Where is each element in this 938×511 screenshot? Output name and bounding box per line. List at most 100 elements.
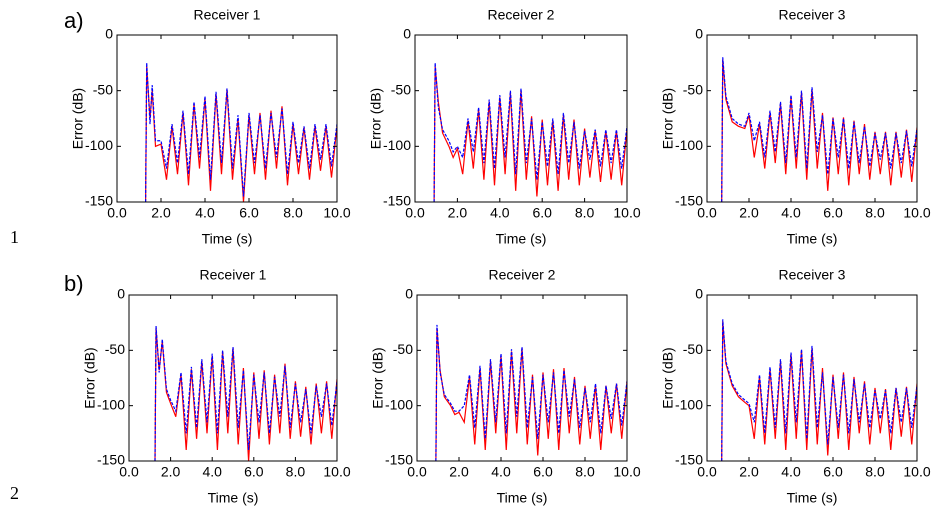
y-tick-label: -150 bbox=[385, 452, 413, 468]
axes-box bbox=[116, 34, 338, 203]
chart-title: Receiver 2 bbox=[488, 7, 555, 23]
x-tick-label: 6.0 bbox=[532, 205, 552, 221]
x-tick-label: 2.0 bbox=[449, 464, 469, 480]
chart-title: Receiver 3 bbox=[779, 267, 846, 283]
y-axis-label: Error (dB) bbox=[82, 347, 98, 408]
x-tick-label: 0.0 bbox=[107, 205, 127, 221]
x-tick-label: 8.0 bbox=[575, 205, 595, 221]
y-tick-label: -50 bbox=[391, 81, 411, 97]
x-tick-label: 0.0 bbox=[119, 464, 139, 480]
x-tick-label: 8.0 bbox=[865, 205, 885, 221]
x-axis-label: Time (s) bbox=[208, 490, 259, 506]
y-axis-label: Error (dB) bbox=[70, 88, 86, 149]
x-tick-label: 8.0 bbox=[865, 464, 885, 480]
x-tick-label: 2.0 bbox=[739, 464, 759, 480]
x-tick-label: 4.0 bbox=[195, 205, 215, 221]
series-line bbox=[154, 325, 337, 461]
chart-title: Receiver 2 bbox=[489, 267, 556, 283]
y-axis-label: Error (dB) bbox=[660, 347, 676, 408]
y-tick-label: -100 bbox=[675, 396, 703, 412]
y-tick-label: -100 bbox=[383, 137, 411, 153]
panel-label: b) bbox=[64, 271, 84, 296]
x-tick-label: 4.0 bbox=[781, 205, 801, 221]
line-number: 2 bbox=[10, 483, 19, 503]
x-axis-label: Time (s) bbox=[497, 490, 548, 506]
panel-label: a) bbox=[64, 8, 84, 33]
x-tick-label: 10.0 bbox=[323, 464, 350, 480]
y-tick-label: -150 bbox=[383, 193, 411, 209]
x-tick-label: 4.0 bbox=[781, 464, 801, 480]
y-axis-label: Error (dB) bbox=[368, 88, 384, 149]
plot-area bbox=[433, 62, 627, 202]
x-tick-label: 2.0 bbox=[151, 205, 171, 221]
x-tick-label: 10.0 bbox=[323, 205, 350, 221]
axes-box bbox=[414, 34, 628, 203]
y-tick-label: -100 bbox=[97, 396, 125, 412]
x-tick-label: 8.0 bbox=[575, 464, 595, 480]
x-tick-label: 6.0 bbox=[823, 464, 843, 480]
x-tick-label: 10.0 bbox=[903, 205, 930, 221]
x-axis-label: Time (s) bbox=[496, 231, 547, 247]
y-tick-label: 0 bbox=[695, 26, 703, 42]
y-tick-label: -50 bbox=[93, 81, 113, 97]
axes-box bbox=[706, 34, 918, 203]
x-tick-label: 4.0 bbox=[491, 464, 511, 480]
axes-box bbox=[128, 294, 338, 462]
y-tick-label: 0 bbox=[403, 26, 411, 42]
y-tick-label: -100 bbox=[675, 137, 703, 153]
y-tick-label: -150 bbox=[675, 193, 703, 209]
plot-area bbox=[154, 325, 337, 461]
axes-box bbox=[416, 294, 628, 462]
line-number: 1 bbox=[10, 227, 19, 247]
x-tick-label: 0.0 bbox=[697, 464, 717, 480]
x-tick-label: 4.0 bbox=[490, 205, 510, 221]
x-tick-label: 0.0 bbox=[407, 464, 427, 480]
series-line bbox=[721, 59, 917, 202]
series-line bbox=[721, 319, 917, 461]
x-tick-label: 10.0 bbox=[613, 464, 640, 480]
y-axis-label: Error (dB) bbox=[660, 88, 676, 149]
plot-area bbox=[435, 324, 627, 461]
axes-box bbox=[706, 294, 918, 462]
x-tick-label: 2.0 bbox=[739, 205, 759, 221]
chart-title: Receiver 1 bbox=[200, 267, 267, 283]
y-tick-label: -50 bbox=[683, 341, 703, 357]
series-line bbox=[433, 66, 627, 202]
y-tick-label: -50 bbox=[105, 341, 125, 357]
x-tick-label: 6.0 bbox=[533, 464, 553, 480]
plot-area bbox=[721, 319, 917, 461]
y-tick-label: -100 bbox=[385, 396, 413, 412]
y-tick-label: -100 bbox=[85, 137, 113, 153]
series-line bbox=[154, 328, 337, 461]
x-axis-label: Time (s) bbox=[202, 231, 253, 247]
x-tick-label: 10.0 bbox=[613, 205, 640, 221]
series-line bbox=[721, 321, 917, 461]
x-tick-label: 2.0 bbox=[161, 464, 181, 480]
y-tick-label: -150 bbox=[85, 193, 113, 209]
series-line bbox=[145, 66, 337, 202]
x-tick-label: 8.0 bbox=[286, 464, 306, 480]
x-tick-label: 0.0 bbox=[405, 205, 425, 221]
series-line bbox=[433, 62, 627, 202]
x-tick-label: 8.0 bbox=[283, 205, 303, 221]
y-tick-label: 0 bbox=[117, 286, 125, 302]
x-tick-label: 6.0 bbox=[823, 205, 843, 221]
y-tick-label: -150 bbox=[97, 452, 125, 468]
x-tick-label: 10.0 bbox=[903, 464, 930, 480]
chart-title: Receiver 3 bbox=[779, 7, 846, 23]
y-axis-label: Error (dB) bbox=[370, 347, 386, 408]
x-axis-label: Time (s) bbox=[787, 490, 838, 506]
x-tick-label: 0.0 bbox=[697, 205, 717, 221]
y-tick-label: 0 bbox=[405, 286, 413, 302]
y-tick-label: -50 bbox=[393, 341, 413, 357]
y-tick-label: -150 bbox=[675, 452, 703, 468]
series-line bbox=[435, 324, 627, 461]
x-tick-label: 4.0 bbox=[202, 464, 222, 480]
y-tick-label: 0 bbox=[105, 26, 113, 42]
chart-title: Receiver 1 bbox=[194, 7, 261, 23]
y-tick-label: 0 bbox=[695, 286, 703, 302]
plot-area bbox=[721, 57, 917, 202]
series-line bbox=[721, 57, 917, 202]
x-tick-label: 6.0 bbox=[239, 205, 259, 221]
